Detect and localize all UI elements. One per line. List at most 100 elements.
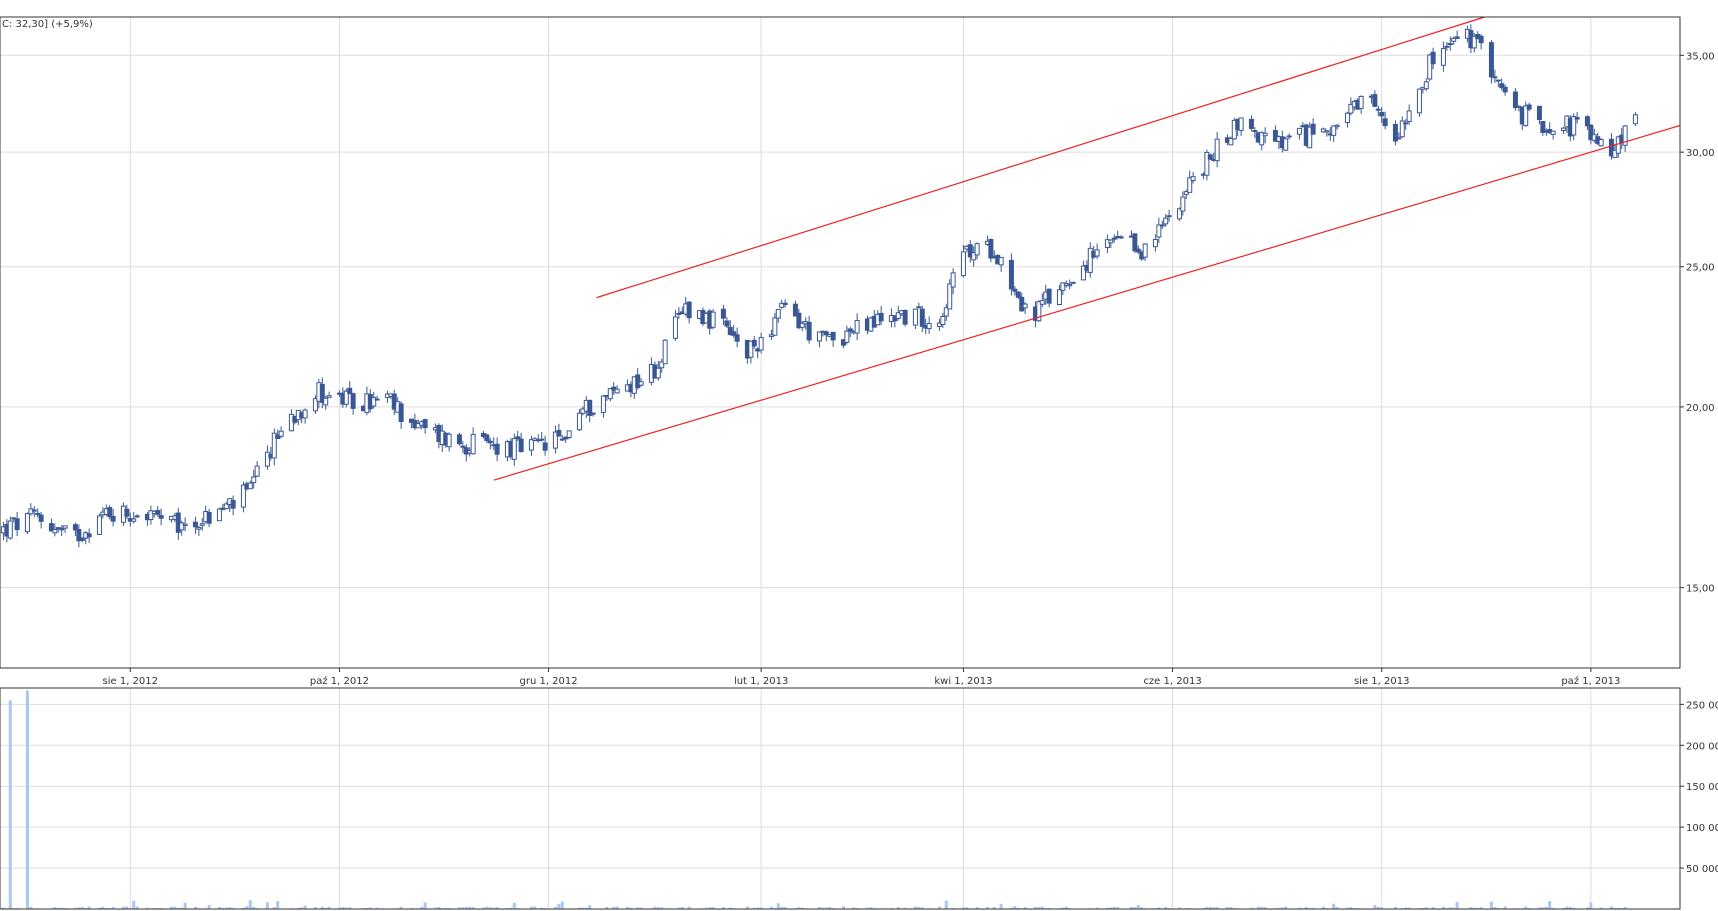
candle-body <box>556 429 562 437</box>
volume-bar <box>1332 903 1336 909</box>
price-grid <box>0 17 1680 668</box>
volume-bar <box>252 906 256 909</box>
volume-bar <box>1140 906 1144 909</box>
candle-body <box>62 525 68 529</box>
candle-body <box>940 315 946 326</box>
candle-body <box>1272 130 1278 142</box>
candle-body <box>919 308 925 327</box>
volume-bar <box>529 906 533 909</box>
candle-body <box>264 451 270 467</box>
volume-bar <box>752 907 756 909</box>
volume-bar <box>1380 907 1384 909</box>
candle-body <box>1190 176 1196 182</box>
volume-bar <box>1297 907 1301 909</box>
candle-body <box>552 431 558 449</box>
volume-bar <box>1116 907 1120 909</box>
candle-body <box>1516 105 1522 108</box>
candle-body <box>1087 247 1093 273</box>
candle-body <box>1296 127 1302 135</box>
candle-body <box>1540 121 1546 133</box>
candle-body <box>542 442 548 451</box>
candle-body <box>1454 36 1460 39</box>
candle-body <box>1262 132 1268 137</box>
volume-bar <box>560 901 564 909</box>
candle-body <box>1187 177 1193 193</box>
volume-bar <box>1277 907 1281 909</box>
trend-line-lower <box>493 124 1681 481</box>
candle-body <box>710 311 716 328</box>
candle-body <box>1488 42 1494 78</box>
volume-bar <box>615 906 619 909</box>
volume-bar <box>1205 906 1209 909</box>
candle-body <box>1331 125 1337 136</box>
volume-bar <box>543 907 547 909</box>
x-tick-label: sie 1, 2012 <box>103 676 159 687</box>
volume-bar <box>540 907 544 909</box>
volume-bar <box>1249 907 1253 909</box>
candle-body <box>731 331 737 336</box>
volume-bar <box>145 907 149 909</box>
volume-bar <box>913 906 917 909</box>
volume-bar <box>84 907 88 909</box>
candle-body <box>1451 37 1457 42</box>
candle-body <box>912 308 918 326</box>
candle-body <box>1379 111 1385 117</box>
candle-body <box>511 438 517 460</box>
volume-bar <box>1599 907 1603 909</box>
candle-body <box>319 383 325 403</box>
volume-bar <box>1061 907 1065 909</box>
trend-line-upper <box>596 16 1485 299</box>
candle-body <box>1176 208 1182 220</box>
volume-bar <box>447 907 451 909</box>
candle-body <box>1430 51 1436 65</box>
volume-bar <box>1548 901 1552 909</box>
volume-bar <box>577 907 581 909</box>
candle-body <box>720 308 726 319</box>
candle-body <box>179 522 185 531</box>
volume-bar <box>1455 901 1459 909</box>
volume-tick-label: 200 000 <box>1686 741 1718 752</box>
volume-bar <box>1256 906 1260 909</box>
candle-body <box>1334 124 1340 128</box>
volume-bar <box>656 907 660 909</box>
candle-body <box>1015 291 1021 298</box>
volume-grid <box>0 688 1680 909</box>
volume-bar <box>1616 907 1620 909</box>
candle-body <box>1094 249 1100 257</box>
x-tick-label: gru 1, 2012 <box>519 676 577 687</box>
volume-bar <box>1541 907 1545 909</box>
volume-bar <box>461 907 465 909</box>
volume-bar <box>937 906 941 909</box>
candle-body <box>779 302 785 308</box>
volume-bar <box>704 907 708 909</box>
candle-body <box>528 439 534 451</box>
volume-bar <box>437 906 441 909</box>
volume-tick-label: 150 000 <box>1686 782 1718 793</box>
candle-body <box>55 527 61 530</box>
volume-bar <box>1572 907 1576 909</box>
candle-body <box>343 390 349 405</box>
candle-body <box>1228 137 1234 146</box>
volume-bar <box>1544 906 1548 909</box>
volume-bar <box>368 907 372 909</box>
candle-body <box>1067 284 1073 287</box>
volume-bar <box>1407 907 1411 909</box>
y-tick-label: 35,00 <box>1686 51 1715 62</box>
candle-body <box>1612 149 1618 158</box>
candle-body <box>515 436 521 440</box>
volume-bar <box>533 906 537 909</box>
volume-bar <box>272 907 276 909</box>
volume-bar <box>296 907 300 909</box>
volume-bar <box>992 907 996 909</box>
volume-bar <box>1208 906 1212 909</box>
volume-bar <box>903 907 907 909</box>
volume-bar <box>1448 907 1452 909</box>
volume-bar <box>711 907 715 909</box>
candle-body <box>52 529 58 534</box>
candle-body <box>494 443 500 455</box>
volume-bar <box>1033 906 1037 909</box>
candle-body <box>1012 288 1018 292</box>
volume-bar <box>25 690 29 909</box>
volume-bar <box>433 907 437 909</box>
volume-bar <box>1013 906 1017 909</box>
